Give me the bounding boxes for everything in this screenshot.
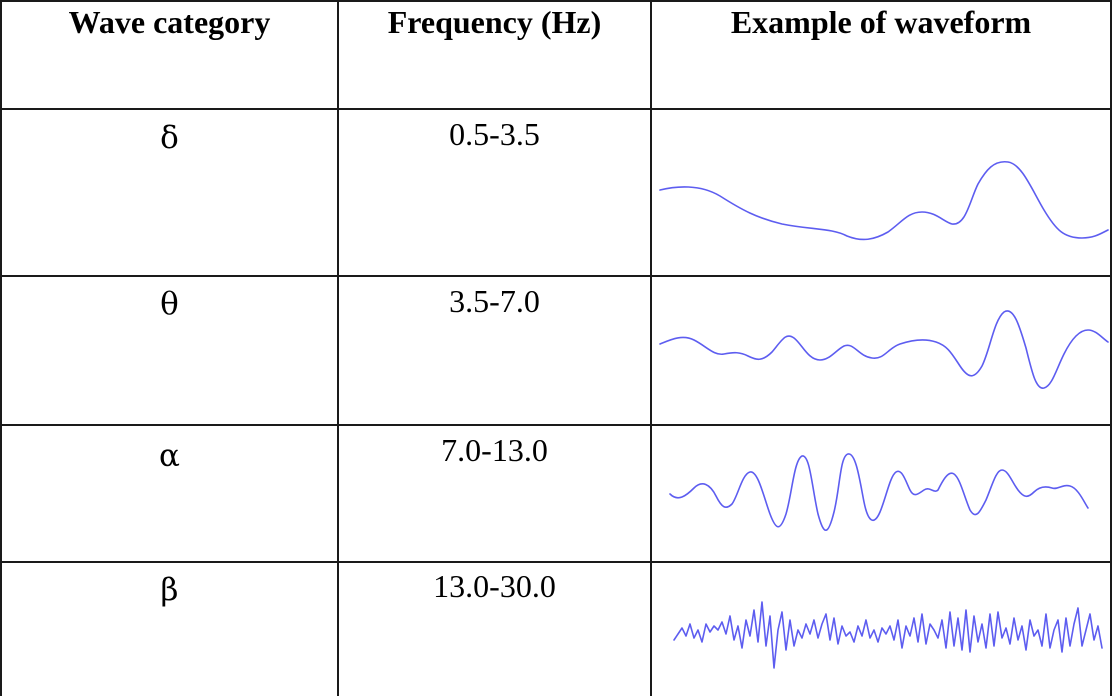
frequency-cell: 13.0-30.0 bbox=[433, 568, 556, 604]
column-divider bbox=[650, 0, 652, 696]
header-wave-category: Wave category bbox=[68, 4, 271, 40]
category-cell: θ bbox=[160, 286, 179, 322]
frequency-cell: 0.5-3.5 bbox=[449, 116, 540, 152]
column-divider bbox=[0, 0, 2, 696]
category-cell: δ bbox=[160, 120, 179, 156]
alpha-waveform-icon bbox=[669, 453, 1089, 532]
theta-waveform-icon bbox=[659, 310, 1109, 389]
category-cell: α bbox=[159, 438, 180, 474]
row-divider bbox=[0, 275, 1112, 277]
beta-waveform-icon bbox=[673, 601, 1103, 669]
frequency-cell: 3.5-7.0 bbox=[449, 283, 540, 319]
category-cell: β bbox=[160, 572, 179, 608]
row-divider bbox=[0, 108, 1112, 110]
row-divider bbox=[0, 424, 1112, 426]
header-example-waveform: Example of waveform bbox=[730, 4, 1032, 40]
table-border-top bbox=[0, 0, 1112, 2]
header-frequency: Frequency (Hz) bbox=[387, 4, 602, 40]
column-divider bbox=[1110, 0, 1112, 696]
row-divider bbox=[0, 561, 1112, 563]
column-divider bbox=[337, 0, 339, 696]
delta-waveform-icon bbox=[659, 160, 1109, 241]
frequency-cell: 7.0-13.0 bbox=[441, 432, 548, 468]
